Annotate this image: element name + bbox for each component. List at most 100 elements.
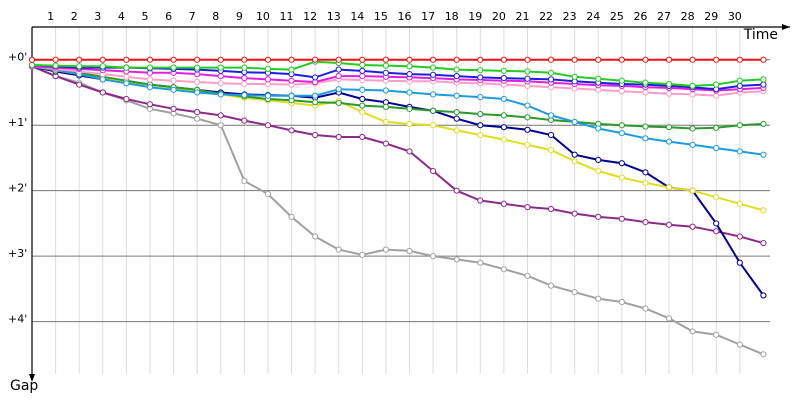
series-point bbox=[335, 246, 342, 253]
series-line bbox=[31, 65, 764, 92]
series-point bbox=[359, 73, 366, 80]
series-point bbox=[241, 117, 248, 124]
series-point bbox=[288, 66, 295, 73]
series-point bbox=[123, 95, 130, 103]
x-tick-label: 10 bbox=[256, 10, 270, 23]
series-point bbox=[429, 64, 437, 71]
series-point bbox=[713, 194, 720, 201]
series-point bbox=[146, 84, 154, 91]
series-point bbox=[429, 56, 437, 63]
series-point bbox=[736, 77, 743, 84]
series-point bbox=[500, 124, 507, 131]
series-point bbox=[571, 151, 578, 158]
series-point bbox=[146, 56, 154, 63]
x-tick-label: 20 bbox=[492, 10, 506, 23]
series bbox=[28, 63, 767, 247]
series-point bbox=[359, 61, 366, 69]
series bbox=[28, 58, 767, 90]
series-point bbox=[736, 341, 743, 348]
series-point bbox=[123, 64, 130, 71]
series-point bbox=[335, 86, 342, 93]
y-tick-label: +3' bbox=[8, 247, 27, 260]
series-point bbox=[642, 123, 649, 130]
series-point bbox=[382, 103, 390, 110]
series-point bbox=[123, 73, 130, 80]
y-tick-label: +4' bbox=[8, 313, 27, 326]
series-point bbox=[595, 213, 602, 220]
x-tick-label: 27 bbox=[657, 10, 671, 23]
series-point bbox=[524, 126, 531, 133]
x-tick-label: 1 bbox=[47, 10, 54, 23]
series-point bbox=[76, 63, 83, 70]
series-point bbox=[99, 76, 106, 83]
series-point bbox=[453, 66, 460, 73]
series-point bbox=[524, 141, 531, 148]
series-point bbox=[665, 80, 673, 88]
series-point bbox=[665, 124, 673, 131]
x-tick-label: 24 bbox=[586, 10, 600, 23]
series-point bbox=[713, 92, 720, 99]
series-point bbox=[312, 92, 319, 99]
series-point bbox=[760, 76, 767, 83]
series-point bbox=[618, 88, 625, 95]
x-tick-label: 28 bbox=[681, 10, 695, 23]
series-point bbox=[217, 64, 224, 71]
series-point bbox=[312, 74, 319, 81]
series-point bbox=[170, 77, 177, 84]
series-point bbox=[194, 115, 201, 122]
series-point bbox=[123, 56, 130, 63]
series-point bbox=[736, 148, 743, 155]
series-point bbox=[359, 102, 366, 109]
series-point bbox=[547, 112, 555, 119]
x-tick-label: 4 bbox=[118, 10, 125, 23]
series-point bbox=[429, 167, 437, 175]
series-point bbox=[312, 56, 319, 63]
series bbox=[28, 56, 767, 63]
series-point bbox=[453, 109, 460, 116]
series-point bbox=[689, 125, 696, 132]
series-point bbox=[453, 92, 460, 99]
series-point bbox=[713, 228, 720, 235]
series-point bbox=[689, 187, 696, 194]
series-point bbox=[453, 127, 460, 134]
series-point bbox=[406, 71, 413, 78]
series-point bbox=[713, 145, 720, 152]
series-point bbox=[571, 56, 578, 63]
series-point bbox=[382, 140, 390, 147]
series-point bbox=[642, 56, 649, 63]
series-point bbox=[146, 101, 154, 108]
series-point bbox=[99, 56, 106, 63]
series bbox=[28, 63, 767, 358]
series-line bbox=[31, 65, 764, 245]
series-point bbox=[406, 63, 413, 70]
series-point bbox=[547, 69, 555, 76]
series-line bbox=[31, 65, 764, 356]
series-point bbox=[146, 64, 154, 71]
series-point bbox=[335, 99, 342, 107]
series-point bbox=[524, 56, 531, 63]
series-point bbox=[500, 74, 507, 82]
series-point bbox=[500, 95, 507, 103]
series-point bbox=[642, 219, 649, 226]
series-point bbox=[477, 259, 484, 266]
series-point bbox=[453, 73, 460, 80]
series-point bbox=[571, 210, 578, 217]
x-tick-label: 21 bbox=[515, 10, 529, 23]
series-point bbox=[170, 86, 177, 93]
series-point bbox=[477, 74, 484, 81]
y-tick-label: +1' bbox=[8, 116, 27, 129]
series-point bbox=[760, 81, 767, 88]
series-point bbox=[170, 56, 177, 63]
series-point bbox=[241, 64, 248, 71]
x-tick-label: 11 bbox=[280, 10, 294, 23]
x-tick-label: 6 bbox=[165, 10, 172, 23]
series-point bbox=[217, 73, 224, 80]
series-point bbox=[99, 63, 106, 70]
series-point bbox=[382, 87, 390, 94]
series-point bbox=[500, 200, 507, 207]
series-point bbox=[52, 56, 59, 63]
series-point bbox=[760, 151, 767, 158]
series-line bbox=[31, 60, 764, 87]
series-point bbox=[524, 272, 531, 279]
series-point bbox=[264, 122, 272, 129]
